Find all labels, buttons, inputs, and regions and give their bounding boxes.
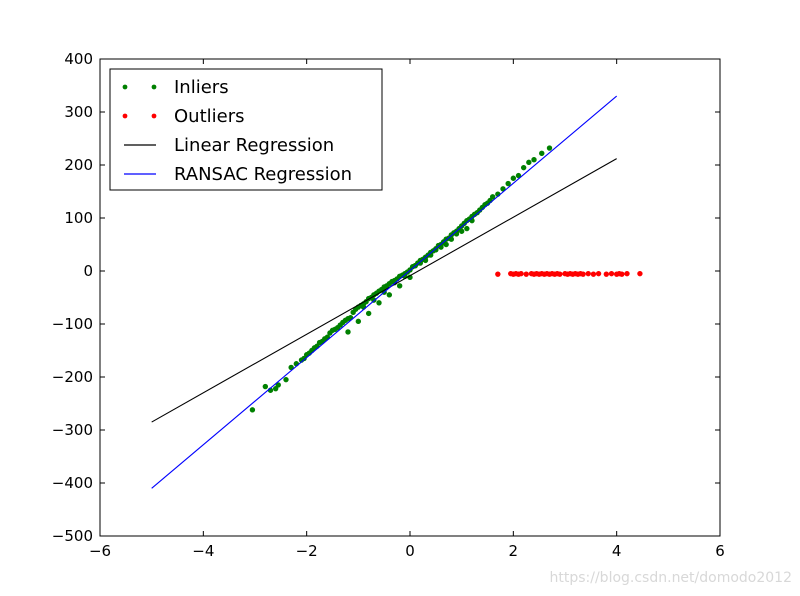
ticks-layer: −6 −4 −2 0 2 4 6 −500 −400 −300 −200 −100 0 100 200 300… (52, 50, 725, 560)
series-outliers (495, 270, 643, 277)
outliers-point (518, 270, 524, 277)
legend-label: Outliers (174, 106, 245, 127)
inliers-point (288, 364, 294, 371)
outliers-point (557, 271, 563, 277)
series-linear-regression (151, 158, 617, 423)
x-tick-label: 0 (405, 542, 415, 560)
outliers-point (608, 270, 615, 277)
legend-item: Outliers (122, 106, 245, 127)
legend-marker (151, 84, 157, 90)
inliers-point (464, 225, 470, 232)
legend: Inliers Outliers Linear Regression RANSAC R… (109, 68, 383, 191)
outliers-point (603, 271, 610, 277)
legend-marker (151, 113, 157, 119)
y-tick-label: 200 (64, 156, 93, 174)
outliers-point (523, 271, 529, 277)
linear-regression-line (151, 158, 617, 423)
inliers-point (283, 376, 289, 383)
inliers-point (546, 145, 553, 151)
legend-marker (122, 113, 128, 119)
inliers-point (355, 318, 362, 325)
y-tick-label: −500 (52, 527, 93, 545)
inliers-point (249, 407, 256, 413)
outliers-point (624, 270, 630, 277)
inliers-point (301, 355, 307, 362)
y-tick-label: −400 (52, 474, 93, 492)
legend-item: RANSAC Regression (124, 164, 352, 185)
inliers-point (433, 247, 439, 253)
inliers-point (275, 382, 281, 388)
legend-box (109, 68, 383, 191)
y-tick-label: 300 (64, 103, 93, 121)
inliers-point (489, 194, 496, 200)
inliers-point (510, 175, 517, 181)
inliers-point (505, 180, 511, 187)
series-ransac-regression (151, 95, 618, 489)
legend-marker (122, 84, 128, 90)
inliers-point (262, 383, 269, 390)
inliers-point (526, 159, 532, 166)
inliers-point (539, 150, 545, 157)
inliers-point (520, 164, 527, 171)
x-tick-label: 2 (509, 542, 519, 560)
y-tick-label: −100 (52, 315, 93, 333)
inliers-point (531, 157, 537, 163)
outliers-point (580, 271, 586, 277)
inliers-point (443, 241, 449, 248)
legend-item: Linear Regression (124, 135, 334, 156)
legend-label: Inliers (174, 77, 229, 98)
outliers-point (585, 270, 591, 277)
x-tick-label: 6 (715, 542, 725, 560)
ransac-regression-line (151, 95, 618, 489)
legend-label: Linear Regression (174, 135, 334, 156)
inliers-point (365, 310, 372, 317)
outliers-point (595, 270, 602, 277)
x-tick-label: −4 (192, 542, 214, 560)
watermark-text: https://blog.csdn.net/domodo2012 (549, 570, 793, 586)
inliers-point (376, 300, 382, 306)
inliers-point (345, 329, 351, 335)
x-tick-label: 4 (612, 542, 622, 560)
series-layer (151, 95, 643, 489)
y-tick-label: −300 (52, 421, 93, 439)
inliers-point (515, 172, 522, 179)
inliers-point (396, 283, 403, 289)
x-tick-label: −2 (296, 542, 318, 560)
outliers-point (619, 271, 625, 277)
x-tick-label: −6 (89, 542, 111, 560)
y-tick-label: 0 (83, 262, 93, 280)
outliers-point (495, 271, 501, 277)
inliers-point (500, 186, 506, 192)
outliers-point (637, 270, 643, 277)
inliers-point (458, 228, 465, 234)
inliers-point (386, 292, 393, 298)
inliers-point (272, 385, 279, 392)
y-tick-label: −200 (52, 368, 93, 386)
y-tick-label: 100 (64, 209, 93, 227)
outliers-point (590, 271, 597, 277)
legend-item: Inliers (122, 77, 229, 98)
y-tick-label: 400 (64, 50, 93, 68)
legend-label: RANSAC Regression (174, 164, 352, 185)
inliers-point (448, 236, 455, 242)
